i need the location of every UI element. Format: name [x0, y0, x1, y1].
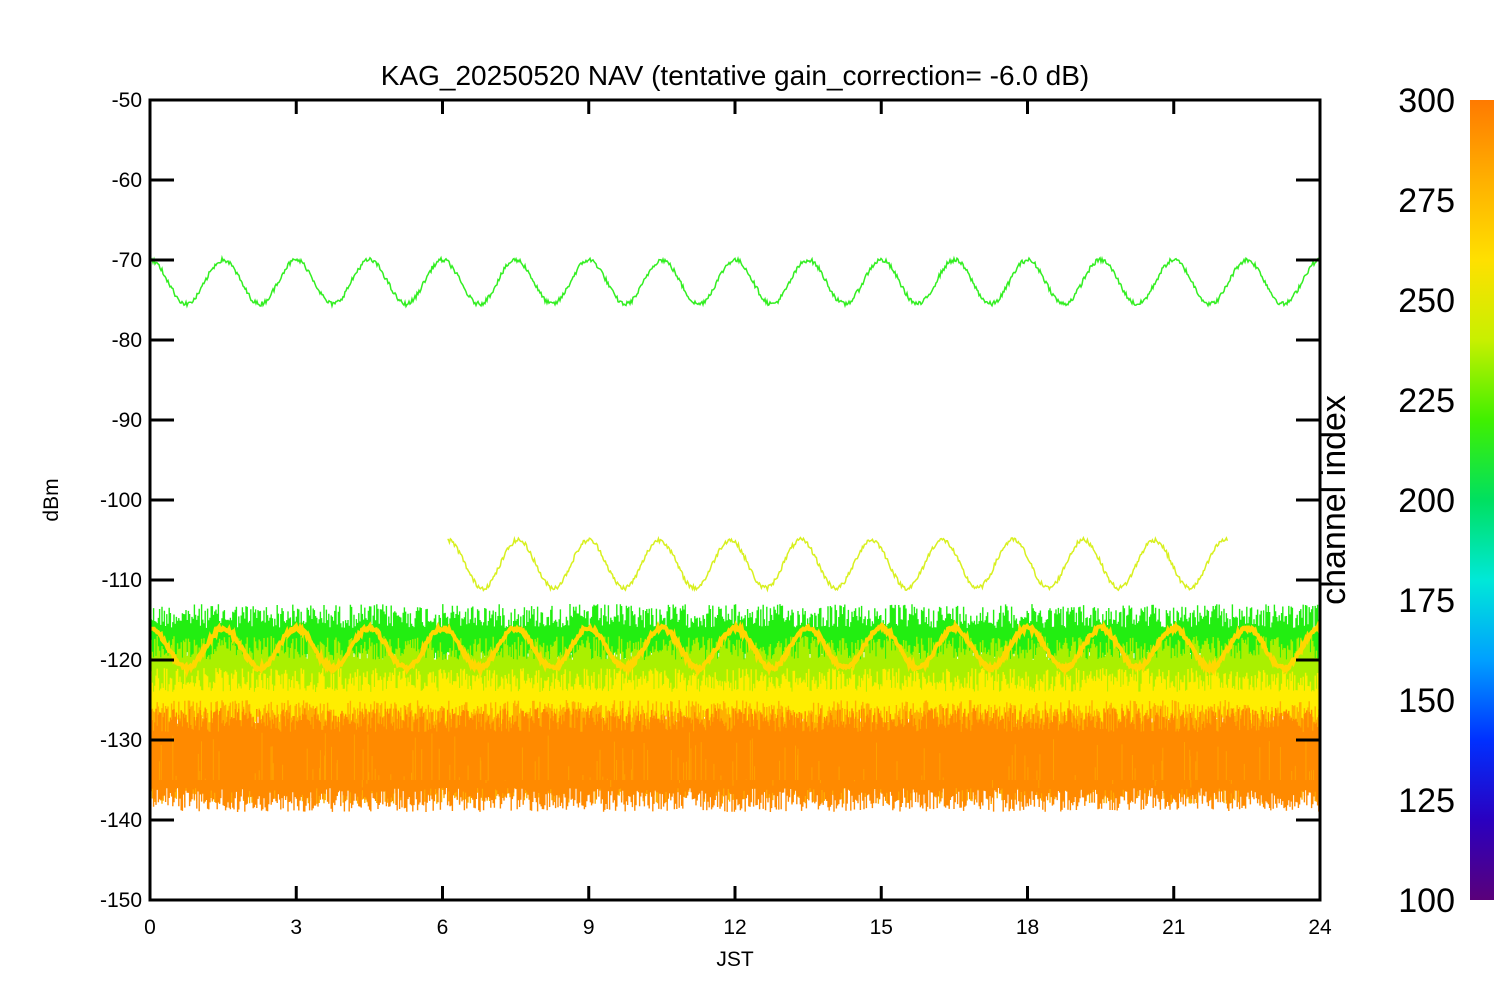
y-tick-label: -140 — [100, 809, 142, 832]
x-tick-label: 6 — [437, 916, 449, 939]
y-tick-label: -80 — [112, 329, 142, 352]
colorbar-tick-label: 100 — [1398, 882, 1455, 920]
colorbar-ticks: 300 275 250 225 200 175 150 125 100 — [1398, 82, 1455, 920]
y-tick-label: -150 — [100, 889, 142, 912]
chart-title: KAG_20250520 NAV (tentative gain_correct… — [381, 60, 1089, 91]
y-tick-label: -90 — [112, 409, 142, 432]
y-tick-label: -130 — [100, 729, 142, 752]
y-tick-label: -60 — [112, 169, 142, 192]
x-tick-label: 3 — [290, 916, 302, 939]
colorbar-tick-label: 275 — [1398, 182, 1455, 220]
y-tick-label: -50 — [112, 89, 142, 112]
colorbar — [1470, 100, 1494, 900]
x-tick-label: 0 — [144, 916, 156, 939]
series-layer — [151, 254, 1320, 812]
series-line — [151, 254, 1320, 309]
y-axis-label: dBm — [40, 478, 63, 521]
colorbar-tick-label: 250 — [1398, 282, 1455, 320]
colorbar-tick-label: 300 — [1398, 82, 1455, 120]
x-tick-label: 21 — [1162, 916, 1185, 939]
y-tick-label: -110 — [102, 569, 142, 592]
x-tick-label: 12 — [723, 916, 746, 939]
colorbar-tick-label: 225 — [1398, 382, 1455, 420]
x-tick-label: 24 — [1308, 916, 1332, 939]
y-tick-label: -100 — [100, 489, 142, 512]
colorbar-tick-label: 175 — [1398, 582, 1455, 620]
colorbar-tick-label: 150 — [1398, 682, 1455, 720]
x-axis-ticks: 0 3 6 9 12 15 18 21 24 — [144, 100, 1332, 939]
series-line — [447, 535, 1229, 593]
y-tick-label: -70 — [112, 249, 142, 272]
x-tick-label: 18 — [1016, 916, 1039, 939]
x-tick-label: 9 — [583, 916, 595, 939]
x-axis-label: JST — [716, 948, 754, 971]
series-line — [151, 619, 1320, 679]
x-tick-label: 15 — [870, 916, 893, 939]
colorbar-label: channel index — [1315, 395, 1353, 605]
colorbar-tick-label: 125 — [1398, 782, 1455, 820]
noise-outliers — [158, 732, 1315, 788]
y-axis-ticks: -50 -60 -70 -80 -90 -100 -110 -120 -130 -140 -150 — [100, 89, 1320, 912]
colorbar-tick-label: 200 — [1398, 482, 1455, 520]
y-tick-label: -120 — [100, 649, 142, 672]
